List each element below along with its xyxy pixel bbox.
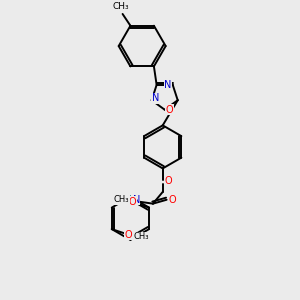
Text: CH₃: CH₃ (134, 232, 149, 242)
Text: H: H (128, 195, 135, 204)
Text: O: O (165, 176, 172, 186)
Text: CH₃: CH₃ (112, 2, 129, 10)
Text: N: N (133, 195, 140, 205)
Text: N: N (152, 93, 159, 103)
Text: O: O (169, 195, 176, 205)
Text: O: O (129, 197, 136, 207)
Text: O: O (124, 230, 132, 240)
Text: O: O (166, 105, 173, 115)
Text: CH₃: CH₃ (114, 195, 129, 204)
Text: N: N (164, 80, 172, 90)
